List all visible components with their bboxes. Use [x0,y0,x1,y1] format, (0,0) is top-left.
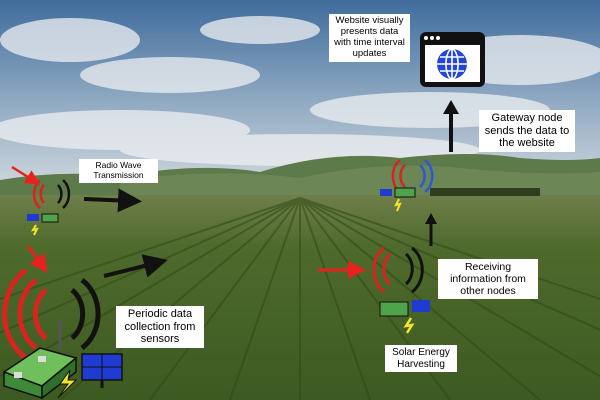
sensor-radio-wave-icon [2,267,101,361]
website-label: Website visually presents data with time… [329,14,410,62]
gateway-label: Gateway node sends the data to the websi… [479,110,575,152]
lightning-bolt-icon [57,369,78,399]
up-arrow-to-gateway [425,213,437,246]
treeline [430,188,540,196]
red-arrow-sensor [26,245,48,273]
receiving-label: Receiving information from other nodes [438,259,538,300]
left-node-icon [27,213,59,236]
gateway-node-icon [380,187,416,212]
radio-transmission-arrow [83,188,142,213]
radio-wave-label: Radio Wave Transmission [79,159,158,183]
up-arrow-to-website [443,100,459,152]
solar-label: Solar Energy Harvesting [385,345,457,372]
periodic-label: Periodic data collection from sensors [116,306,204,348]
receiving-node-icon [379,300,430,334]
receiving-node-radio-wave-icon [372,246,424,294]
red-arrow-left-node [11,165,41,185]
periodic-data-arrow [103,254,168,278]
solar-panel-icon [81,353,123,388]
globe-icon [437,48,467,80]
sensor-node-icon [2,347,78,400]
